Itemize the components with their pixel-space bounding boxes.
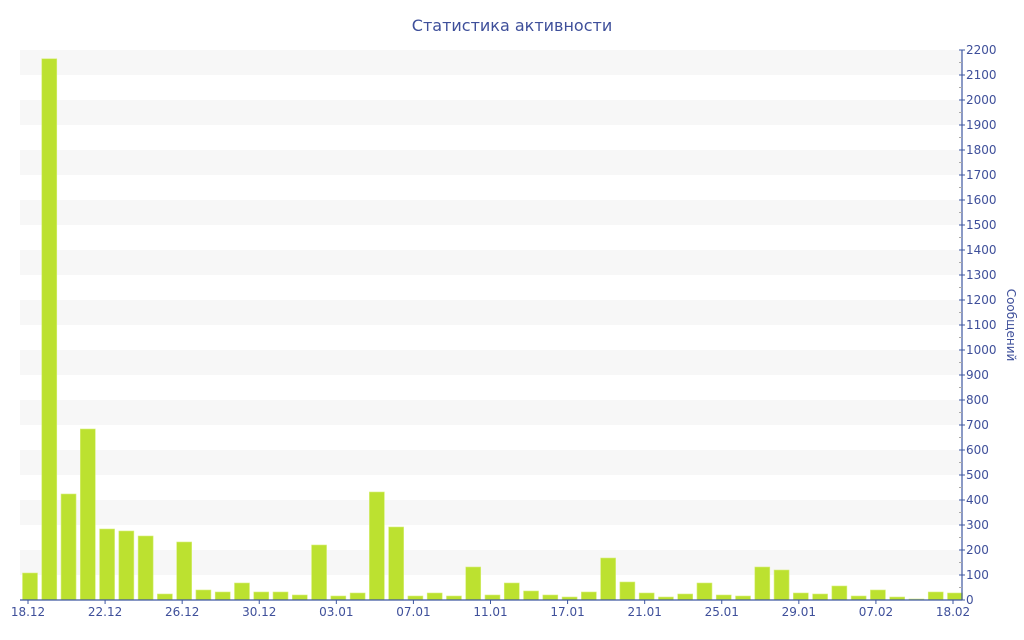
bar bbox=[927, 591, 944, 601]
bar bbox=[80, 428, 96, 601]
bar bbox=[619, 581, 636, 601]
bar bbox=[99, 528, 115, 601]
bars bbox=[22, 58, 963, 601]
x-tick-label: 18.02 bbox=[936, 605, 970, 619]
bar bbox=[581, 591, 597, 601]
x-tick-label: 29.01 bbox=[782, 605, 816, 619]
bar bbox=[870, 589, 886, 601]
chart-title: Статистика активности bbox=[412, 16, 612, 35]
grid-band bbox=[20, 300, 962, 325]
grid-bands bbox=[20, 50, 962, 575]
grid-band bbox=[20, 350, 962, 375]
bar bbox=[831, 585, 848, 601]
x-tick-label: 25.01 bbox=[705, 605, 739, 619]
bar bbox=[638, 592, 655, 601]
bar bbox=[272, 591, 289, 601]
y-tick-label: 200 bbox=[966, 543, 989, 557]
y-tick-label: 1700 bbox=[966, 168, 997, 182]
grid-band bbox=[20, 550, 962, 575]
x-tick-label: 26.12 bbox=[165, 605, 199, 619]
grid-band bbox=[20, 400, 962, 425]
y-tick-label: 1300 bbox=[966, 268, 997, 282]
bar bbox=[349, 592, 366, 601]
bar bbox=[715, 594, 732, 601]
bar bbox=[773, 569, 790, 601]
bar bbox=[754, 566, 771, 601]
bar bbox=[812, 593, 828, 601]
x-tick-label: 11.01 bbox=[473, 605, 507, 619]
y-tick-label: 1000 bbox=[966, 343, 997, 357]
y-tick-label: 800 bbox=[966, 393, 989, 407]
x-tick-label: 30.12 bbox=[242, 605, 276, 619]
grid-band bbox=[20, 450, 962, 475]
grid-band bbox=[20, 200, 962, 225]
grid-band bbox=[20, 150, 962, 175]
x-tick-label: 07.01 bbox=[396, 605, 430, 619]
bar bbox=[195, 589, 212, 601]
bar bbox=[426, 592, 443, 601]
x-tick-label: 07.02 bbox=[859, 605, 893, 619]
y-tick-label: 700 bbox=[966, 418, 989, 432]
y-tick-label: 1800 bbox=[966, 143, 997, 157]
y-tick-label: 300 bbox=[966, 518, 989, 532]
y-tick-label: 1500 bbox=[966, 218, 997, 232]
x-axis: 18.12 22.12 26.12 30.12 03.01 07.01 11.01 17.01… bbox=[11, 599, 970, 619]
bar bbox=[311, 544, 327, 601]
bar bbox=[137, 535, 154, 601]
y-tick-label: 400 bbox=[966, 493, 989, 507]
y-tick-label: 1600 bbox=[966, 193, 997, 207]
y-tick-label: 1100 bbox=[966, 318, 997, 332]
y-tick-label: 100 bbox=[966, 568, 989, 582]
bar bbox=[214, 591, 231, 601]
y-tick-label: 0 bbox=[966, 593, 974, 607]
bar bbox=[22, 572, 38, 601]
x-tick-label: 22.12 bbox=[88, 605, 122, 619]
bar bbox=[696, 582, 713, 601]
y-tick-label: 2200 bbox=[966, 43, 997, 57]
y-axis: 0 100 200 300 400 500 600 700 800 900 1000 1100 1200… bbox=[959, 43, 997, 607]
bar bbox=[542, 594, 559, 601]
x-tick-label: 21.01 bbox=[627, 605, 661, 619]
bar bbox=[523, 590, 539, 601]
bar bbox=[157, 593, 173, 601]
bar bbox=[503, 582, 520, 601]
bar bbox=[60, 493, 77, 601]
x-tick-label: 18.12 bbox=[11, 605, 45, 619]
bar bbox=[677, 593, 694, 601]
grid-band bbox=[20, 50, 962, 75]
bar bbox=[118, 530, 135, 601]
grid-band bbox=[20, 500, 962, 525]
bar bbox=[388, 526, 404, 601]
y-tick-label: 900 bbox=[966, 368, 989, 382]
bar bbox=[253, 591, 270, 601]
grid-band bbox=[20, 250, 962, 275]
bar bbox=[484, 594, 501, 601]
y-tick-label: 600 bbox=[966, 443, 989, 457]
y-tick-label: 1200 bbox=[966, 293, 997, 307]
y-tick-label: 1400 bbox=[966, 243, 997, 257]
bar bbox=[600, 557, 616, 601]
y-tick-label: 2000 bbox=[966, 93, 997, 107]
y-axis-label: Сообщений bbox=[1004, 289, 1018, 362]
bar bbox=[793, 592, 809, 601]
bar bbox=[465, 566, 482, 601]
bar bbox=[41, 58, 58, 601]
grid-band bbox=[20, 100, 962, 125]
bar bbox=[291, 594, 308, 601]
bar bbox=[947, 592, 963, 601]
bar bbox=[176, 541, 192, 601]
y-tick-label: 2100 bbox=[966, 68, 997, 82]
bar bbox=[369, 491, 385, 601]
bar bbox=[234, 582, 250, 601]
y-tick-label: 500 bbox=[966, 468, 989, 482]
x-tick-label: 17.01 bbox=[550, 605, 584, 619]
x-tick-label: 03.01 bbox=[319, 605, 353, 619]
y-tick-label: 1900 bbox=[966, 118, 997, 132]
